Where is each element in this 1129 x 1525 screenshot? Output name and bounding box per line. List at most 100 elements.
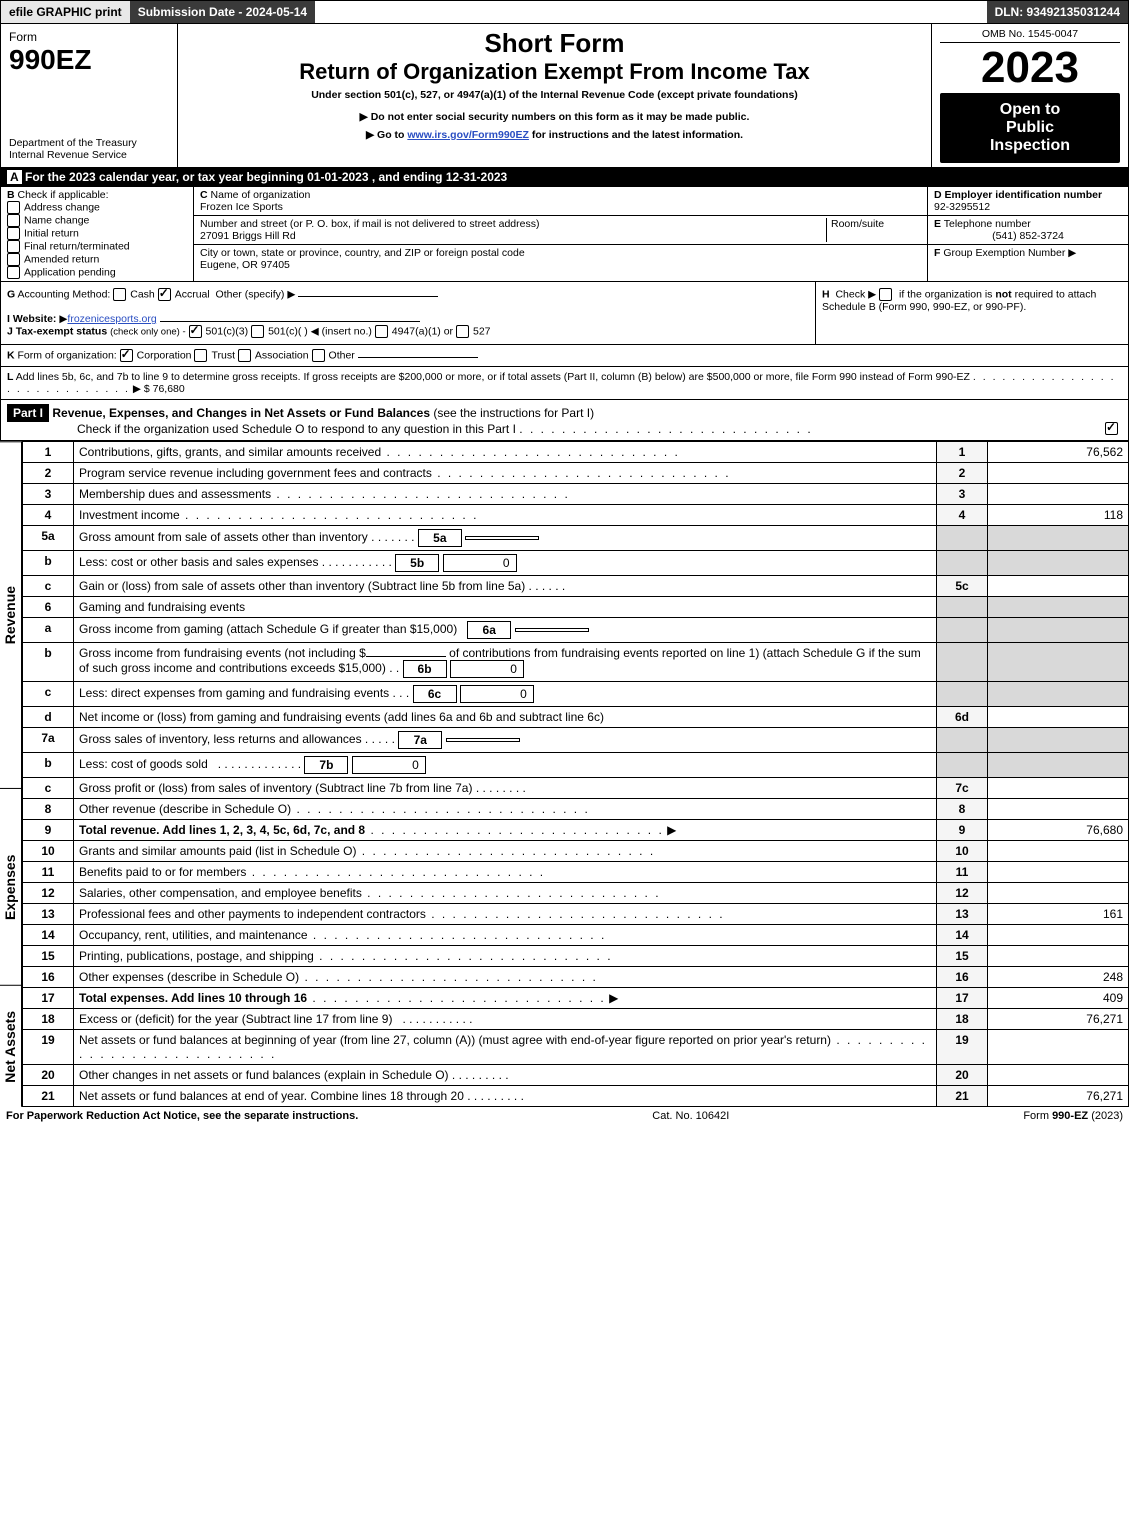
e-label: Telephone number bbox=[944, 218, 1031, 230]
addr-label: Number and street (or P. O. box, if mail… bbox=[200, 218, 539, 230]
k-o1: Corporation bbox=[137, 349, 192, 361]
accrual-checkbox[interactable] bbox=[158, 288, 171, 301]
schedule-o-checkbox[interactable] bbox=[1105, 422, 1118, 435]
initial-return-checkbox[interactable] bbox=[7, 227, 20, 240]
line-12-row: 12Salaries, other compensation, and empl… bbox=[23, 883, 1129, 904]
org-info-box: B Check if applicable: Address change Na… bbox=[0, 187, 1129, 282]
h-checkbox[interactable] bbox=[879, 288, 892, 301]
line-4-row: 4Investment income4118 bbox=[23, 505, 1129, 526]
goto-pre: Go to bbox=[377, 129, 407, 141]
org-address: 27091 Briggs Hill Rd bbox=[200, 230, 296, 242]
section-def: D Employer identification number 92-3295… bbox=[928, 187, 1128, 281]
line-14-row: 14Occupancy, rent, utilities, and mainte… bbox=[23, 925, 1129, 946]
short-form-title: Short Form bbox=[186, 28, 923, 59]
form-word: Form bbox=[9, 30, 169, 44]
line-l: L Add lines 5b, 6c, and 7b to line 9 to … bbox=[0, 367, 1129, 400]
line-6b-row: bGross income from fundraising events (n… bbox=[23, 643, 1129, 682]
line-16-row: 16Other expenses (describe in Schedule O… bbox=[23, 967, 1129, 988]
line-k: K Form of organization: Corporation Trus… bbox=[0, 345, 1129, 367]
net-assets-label: Net Assets bbox=[0, 985, 22, 1107]
line-10-row: 10Grants and similar amounts paid (list … bbox=[23, 841, 1129, 862]
501c3-checkbox[interactable] bbox=[189, 325, 202, 338]
efile-print-button[interactable]: efile GRAPHIC print bbox=[1, 1, 130, 23]
527-checkbox[interactable] bbox=[456, 325, 469, 338]
4947-checkbox[interactable] bbox=[375, 325, 388, 338]
form-number: 990EZ bbox=[9, 44, 169, 76]
open-to-public-box: Open to Public Inspection bbox=[940, 93, 1120, 163]
name-change-checkbox[interactable] bbox=[7, 214, 20, 227]
k-o2: Trust bbox=[211, 349, 235, 361]
j-label: Tax-exempt status bbox=[16, 325, 107, 337]
b-opt6: Application pending bbox=[24, 266, 116, 278]
g-accrual: Accrual bbox=[175, 288, 210, 300]
org-city: Eugene, OR 97405 bbox=[200, 259, 290, 271]
line-13-row: 13Professional fees and other payments t… bbox=[23, 904, 1129, 925]
line-a-text: For the 2023 calendar year, or tax year … bbox=[25, 170, 507, 184]
other-org-checkbox[interactable] bbox=[312, 349, 325, 362]
website-link[interactable]: frozenicesports.org bbox=[67, 313, 156, 325]
j-o4: 527 bbox=[473, 325, 491, 337]
line-3-row: 3Membership dues and assessments3 bbox=[23, 484, 1129, 505]
line-11-row: 11Benefits paid to or for members11 bbox=[23, 862, 1129, 883]
b-opt2: Name change bbox=[24, 214, 89, 226]
line-7a-row: 7aGross sales of inventory, less returns… bbox=[23, 728, 1129, 753]
line-8-row: 8Other revenue (describe in Schedule O)8 bbox=[23, 799, 1129, 820]
section-c: C Name of organization Frozen Ice Sports… bbox=[194, 187, 928, 281]
part-1-header: Part I Revenue, Expenses, and Changes in… bbox=[0, 400, 1129, 441]
l-text: Add lines 5b, 6c, and 7b to line 9 to de… bbox=[16, 371, 970, 383]
phone-value: (541) 852-3724 bbox=[934, 230, 1122, 242]
ein-value: 92-3295512 bbox=[934, 201, 990, 213]
i-label: Website: bbox=[13, 313, 59, 325]
address-change-checkbox[interactable] bbox=[7, 201, 20, 214]
dept-line-1: Department of the Treasury bbox=[9, 137, 169, 149]
g-cash: Cash bbox=[130, 288, 155, 300]
line-17-row: 17Total expenses. Add lines 10 through 1… bbox=[23, 988, 1129, 1009]
revenue-label: Revenue bbox=[0, 441, 22, 788]
corporation-checkbox[interactable] bbox=[120, 349, 133, 362]
line-5c-row: cGain or (loss) from sale of assets othe… bbox=[23, 576, 1129, 597]
tax-year: 2023 bbox=[940, 43, 1120, 93]
k-o4: Other bbox=[329, 349, 355, 361]
city-label: City or town, state or province, country… bbox=[200, 247, 525, 259]
irs-link[interactable]: www.irs.gov/Form990EZ bbox=[407, 129, 529, 141]
form-header: Form 990EZ Department of the Treasury In… bbox=[0, 24, 1129, 168]
final-return-checkbox[interactable] bbox=[7, 240, 20, 253]
footer-cat-no: Cat. No. 10642I bbox=[652, 1110, 729, 1122]
l-amount: $ 76,680 bbox=[144, 383, 185, 395]
line-1-row: 1Contributions, gifts, grants, and simil… bbox=[23, 442, 1129, 463]
open-line-2: Public bbox=[944, 119, 1116, 137]
g-other: Other (specify) bbox=[216, 288, 285, 300]
part-1-note: (see the instructions for Part I) bbox=[433, 406, 594, 420]
warning-text: Do not enter social security numbers on … bbox=[186, 111, 923, 123]
line-18-row: 18Excess or (deficit) for the year (Subt… bbox=[23, 1009, 1129, 1030]
h-text2: if the organization is bbox=[899, 288, 995, 300]
j-o3: 4947(a)(1) or bbox=[392, 325, 453, 337]
h-not: not bbox=[995, 288, 1011, 300]
j-note: (check only one) - bbox=[110, 326, 186, 337]
application-pending-checkbox[interactable] bbox=[7, 266, 20, 279]
part-1-title: Revenue, Expenses, and Changes in Net As… bbox=[52, 406, 430, 420]
j-o2: 501(c)( bbox=[268, 325, 301, 337]
line-15-row: 15Printing, publications, postage, and s… bbox=[23, 946, 1129, 967]
cash-checkbox[interactable] bbox=[113, 288, 126, 301]
g-label: Accounting Method: bbox=[18, 288, 111, 300]
footer-right: Form 990-EZ (2023) bbox=[1023, 1110, 1123, 1122]
section-b: B Check if applicable: Address change Na… bbox=[1, 187, 194, 281]
amended-return-checkbox[interactable] bbox=[7, 253, 20, 266]
gh-row: G Accounting Method: Cash Accrual Other … bbox=[0, 282, 1129, 345]
open-line-3: Inspection bbox=[944, 137, 1116, 155]
trust-checkbox[interactable] bbox=[194, 349, 207, 362]
part-1-label: Part I bbox=[7, 404, 49, 422]
line-6a-row: aGross income from gaming (attach Schedu… bbox=[23, 618, 1129, 643]
f-label: Group Exemption Number bbox=[943, 247, 1065, 259]
footer-left: For Paperwork Reduction Act Notice, see … bbox=[6, 1110, 358, 1122]
line-5a-row: 5aGross amount from sale of assets other… bbox=[23, 526, 1129, 551]
j-o1: 501(c)(3) bbox=[206, 325, 249, 337]
501c-checkbox[interactable] bbox=[251, 325, 264, 338]
lines-table: 1Contributions, gifts, grants, and simil… bbox=[22, 441, 1129, 1107]
line-9-row: 9Total revenue. Add lines 1, 2, 3, 4, 5c… bbox=[23, 820, 1129, 841]
submission-date-label: Submission Date - 2024-05-14 bbox=[130, 1, 315, 23]
j-o2b: ) ◀ (insert no.) bbox=[304, 325, 372, 337]
open-line-1: Open to bbox=[944, 101, 1116, 119]
association-checkbox[interactable] bbox=[238, 349, 251, 362]
